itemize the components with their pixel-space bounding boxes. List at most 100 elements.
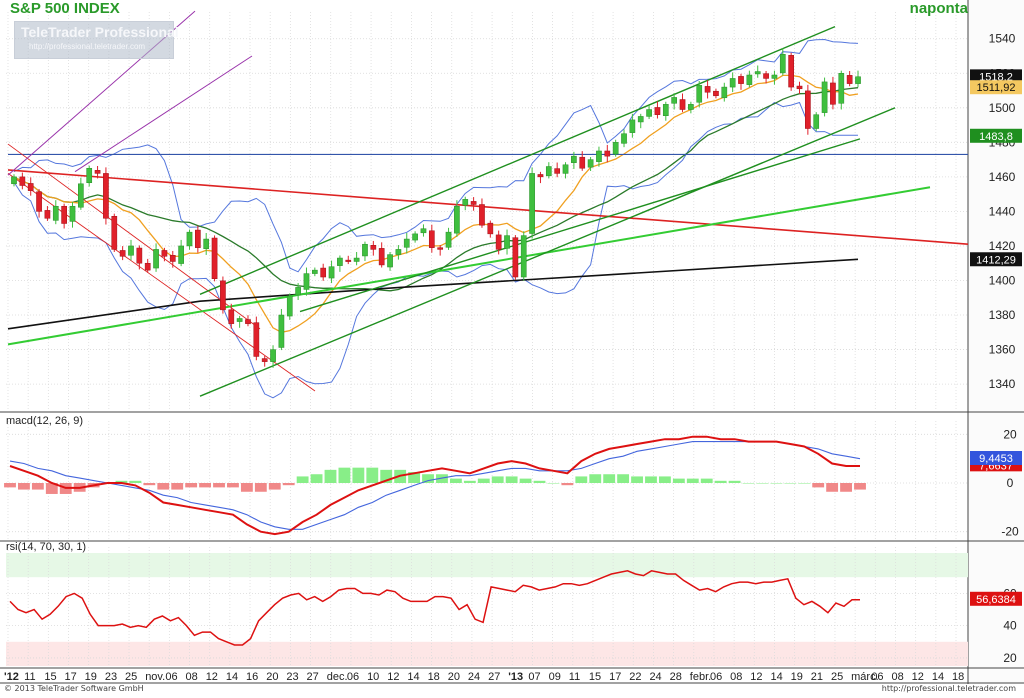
green-channel-upper (199, 25, 836, 295)
candle-body (454, 205, 460, 234)
x-axis-label: 24 (468, 671, 480, 683)
x-axis-label: 25 (831, 671, 843, 683)
candle-body (487, 222, 494, 235)
candle-body (596, 150, 602, 162)
candle-body (203, 238, 210, 249)
macd-title: macd(12, 26, 9) (6, 415, 84, 427)
macd-histogram-bar (338, 467, 351, 483)
candle-body (186, 231, 193, 247)
candle-body (245, 319, 251, 324)
candle-body (688, 104, 694, 110)
moving-average-orange (13, 74, 859, 333)
macd-histogram-bar (171, 483, 184, 490)
macd-histogram-bar (742, 483, 755, 484)
candle-body (537, 174, 544, 178)
candle-body (445, 231, 452, 248)
x-axis-label: 08 (730, 671, 742, 683)
candle-body (403, 238, 410, 248)
candle-body (94, 170, 101, 174)
candle-body (387, 254, 393, 268)
rsi-value-tag-text: 56,6384 (976, 594, 1016, 606)
x-axis-label: 19 (85, 671, 97, 683)
candle-body (311, 269, 318, 274)
candle-body (579, 156, 586, 169)
candle-body (796, 85, 803, 90)
macd-histogram-bar (575, 476, 588, 483)
candle-body (721, 86, 728, 99)
candle-body (470, 201, 477, 205)
candle-body (662, 104, 669, 116)
candle-body (562, 164, 569, 174)
macd-histogram-bar (672, 478, 685, 483)
candle-body (437, 247, 444, 250)
macd-histogram-bar (463, 480, 476, 483)
macd-histogram-bar (658, 476, 671, 483)
x-axis-label: 18 (952, 671, 964, 683)
candle-body (520, 235, 527, 278)
macd-histogram-bar (547, 483, 560, 484)
candle-body (119, 250, 126, 257)
trend-level-tag (970, 128, 1022, 143)
x-axis-label: 12 (387, 671, 399, 683)
macd-histogram-bar (700, 478, 713, 483)
candle-body (412, 233, 418, 241)
candle-body (220, 280, 226, 311)
macd-histogram-bar (143, 483, 156, 486)
x-axis-label: 22 (629, 671, 641, 683)
macd-histogram-bar (422, 474, 434, 483)
rsi-value-tag (970, 591, 1022, 606)
axis-background (968, 0, 1024, 684)
candle-body (337, 257, 343, 266)
x-axis-label: 14 (932, 671, 944, 683)
macd-histogram-bar (449, 478, 462, 483)
rsi-tick-label: 20 (1003, 651, 1017, 665)
macd-histogram-bar (798, 483, 811, 484)
macd-histogram-bar (840, 483, 852, 492)
price-tick-label: 1380 (989, 308, 1016, 322)
macd-histogram-bar (617, 474, 630, 483)
x-axis-label: nov. (145, 671, 165, 683)
macd-histogram-bar (728, 480, 741, 483)
candle-body (671, 97, 677, 104)
candle-body (771, 74, 778, 79)
macd-histogram-bar (18, 483, 30, 490)
macd-histogram-bar (185, 483, 198, 488)
chart-title: S&P 500 INDEX (10, 0, 120, 17)
macd-histogram-bar (826, 483, 839, 492)
candle-body (78, 183, 84, 208)
x-axis-label: 15 (589, 671, 601, 683)
macd-histogram-bar (380, 469, 393, 483)
candle-body (637, 116, 644, 123)
candle-body (153, 249, 159, 269)
last-price-tag (970, 69, 1022, 84)
period-label: naponta (909, 0, 968, 17)
macd-histogram-bar (686, 478, 699, 483)
candle-body (746, 74, 753, 85)
candle-body (195, 229, 201, 248)
x-axis-label: 07 (528, 671, 540, 683)
x-axis-label: 06 (710, 671, 722, 683)
candle-body (821, 81, 828, 113)
candle-body (370, 245, 377, 250)
macd-histogram-bar (714, 480, 727, 483)
price-tick-label: 1360 (989, 343, 1016, 357)
candle-body (211, 237, 218, 280)
candle-body (320, 267, 327, 278)
macd-histogram-bar (129, 480, 142, 483)
candle-body (838, 73, 845, 104)
teletrader-watermark: TeleTrader Professional http://professio… (14, 21, 179, 59)
candle-body (855, 76, 861, 84)
macd-histogram-bar (631, 476, 643, 483)
x-axis-label: 19 (791, 671, 803, 683)
x-axis-label: 12 (750, 671, 762, 683)
candle-body (646, 109, 652, 117)
macd-histogram-bar (296, 476, 309, 483)
macd-histogram-bar (31, 483, 44, 490)
candle-body (353, 257, 360, 262)
x-axis-label: 11 (24, 671, 35, 683)
x-axis-label: 14 (770, 671, 782, 683)
candle-body (621, 133, 627, 144)
price-tick-label: 1340 (989, 377, 1016, 391)
candle-body (479, 204, 485, 226)
